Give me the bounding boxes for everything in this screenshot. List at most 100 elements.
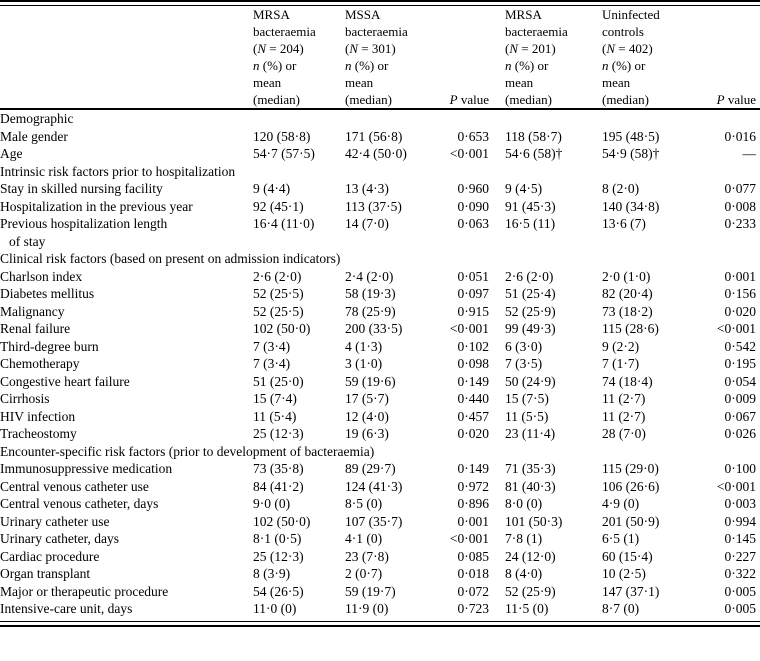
cell-value: 52 (25·9): [505, 303, 556, 319]
cell-value: 99 (49·3): [505, 321, 556, 336]
cell-value: 7 (3·5): [505, 356, 543, 371]
cell-value: 92 (45·1): [253, 198, 304, 214]
cell-value: 0·026: [724, 426, 757, 441]
row-label: Charlson index: [0, 268, 83, 284]
cell-value: 71 (35·3): [505, 461, 556, 476]
cell-value: 0·322: [724, 566, 757, 581]
cell-value: 51 (25·4): [505, 286, 556, 301]
table-row: Stay in skilled nursing facility 9 (4·4) 1…: [0, 180, 760, 198]
cell-value: 120 (58·8): [253, 128, 311, 144]
cell-value: 0·723: [457, 601, 490, 616]
table-bottom-rule-thin: [0, 620, 760, 622]
cell-value: 9 (4·5): [505, 181, 543, 196]
cell-value: 52 (25·5): [253, 286, 304, 301]
cell-value: 9·0 (0): [253, 496, 291, 511]
cell-value: 0·457: [457, 408, 490, 424]
cell-value: 0·077: [724, 181, 757, 196]
cell-value: 14 (7·0): [345, 216, 389, 231]
cell-value: 51 (25·0): [253, 373, 304, 389]
cell-value: 7 (3·4): [253, 356, 291, 371]
cell-value: 6·5 (1): [602, 531, 640, 546]
cell-value: 8 (4·0): [505, 566, 543, 581]
cell-value: 106 (26·6): [602, 478, 660, 494]
cell-value: <0·001: [716, 478, 756, 494]
cell-value: 0·009: [724, 391, 757, 406]
row-label: Cardiac procedure: [0, 548, 100, 564]
cell-value: 101 (50·3): [505, 513, 563, 529]
cell-value: 0·018: [457, 566, 490, 581]
column-header-p-value-1: P value: [442, 6, 505, 110]
cell-value: 54·6 (58)†: [505, 146, 563, 161]
risk-factor-table: MRSA bacteraemia (N = 204) n (%) or mean (med…: [0, 6, 760, 618]
table-row: Charlson index 2·6 (2·0) 2·4 (2·0) 0·051 2·6…: [0, 268, 760, 286]
row-label: Urinary catheter use: [0, 513, 110, 529]
cell-value: 4·1 (0): [345, 531, 383, 546]
cell-value: 6 (3·0): [505, 338, 543, 354]
cell-value: 118 (58·7): [505, 128, 562, 144]
row-label: Urinary catheter, days: [0, 531, 120, 546]
cell-value: 89 (29·7): [345, 461, 396, 476]
table-row: Chemotherapy 7 (3·4) 3 (1·0) 0·098 7 (3·5) 7 …: [0, 355, 760, 373]
row-label: Stay in skilled nursing facility: [0, 181, 163, 196]
cell-value: 16·4 (11·0): [253, 216, 315, 231]
table-top-rule-thin: [0, 5, 760, 6]
cell-value: 0·102: [457, 338, 490, 354]
section-header-row: Demographic: [0, 109, 760, 128]
section-title: Clinical risk factors (based on present …: [0, 251, 341, 266]
table-row: Male gender 120 (58·8) 171 (56·8) 0·653 118 …: [0, 128, 760, 146]
cell-value: 0·149: [457, 461, 490, 476]
cell-value: 0·016: [724, 128, 757, 144]
cell-value: 0·051: [457, 268, 490, 284]
cell-value: 0·100: [724, 461, 757, 476]
cell-value: 0·054: [724, 373, 757, 389]
table-row: Cardiac procedure 25 (12·3) 23 (7·8) 0·085 2…: [0, 548, 760, 566]
section-header-row: Intrinsic risk factors prior to hospital…: [0, 163, 760, 181]
table-row: Tracheostomy 25 (12·3) 19 (6·3) 0·020 23 (11…: [0, 425, 760, 443]
cell-value: 10 (2·5): [602, 566, 646, 581]
cell-value: 78 (25·9): [345, 303, 396, 319]
column-header-mrsa-bacteraemia-204: MRSA bacteraemia (N = 204) n (%) or mean (med…: [253, 6, 345, 110]
row-label-continuation: of stay: [9, 233, 46, 249]
cell-value: 8·5 (0): [345, 496, 383, 511]
column-header-p-value-2: P value: [705, 6, 760, 110]
table-row: HIV infection 11 (5·4) 12 (4·0) 0·457 11 (5·…: [0, 408, 760, 426]
cell-value: <0·001: [716, 321, 756, 336]
row-label: Major or therapeutic procedure: [0, 583, 169, 599]
cell-value: 0·440: [457, 391, 490, 406]
cell-value: 0·005: [724, 601, 757, 616]
header-row: MRSA bacteraemia (N = 204) n (%) or mean (med…: [0, 6, 760, 110]
row-label: Hospitalization in the previous year: [0, 198, 193, 214]
cell-value: 8·7 (0): [602, 601, 640, 616]
table-row: Third-degree burn 7 (3·4) 4 (1·3) 0·102 6 (3…: [0, 338, 760, 356]
row-label: Diabetes mellitus: [0, 286, 95, 301]
cell-value: 58 (19·3): [345, 286, 396, 301]
column-header-mrsa-bacteraemia-201: MRSA bacteraemia (N = 201) n (%) or mean (med…: [505, 6, 602, 110]
cell-value: 195 (48·5): [602, 128, 660, 144]
cell-value: 0·149: [457, 373, 490, 389]
cell-value: 147 (37·1): [602, 583, 660, 599]
cell-value: 23 (7·8): [345, 548, 389, 564]
section-title: Intrinsic risk factors prior to hospital…: [0, 163, 236, 179]
cell-value: 8·1 (0·5): [253, 531, 302, 546]
cell-value: 3 (1·0): [345, 356, 383, 371]
cell-value: 59 (19·7): [345, 583, 396, 599]
row-label: Central venous catheter, days: [0, 496, 159, 511]
cell-value: 124 (41·3): [345, 478, 403, 494]
row-label: Cirrhosis: [0, 391, 50, 406]
cell-value: 11·5 (0): [505, 601, 549, 616]
table-row: Central venous catheter use 84 (41·2) 124 …: [0, 478, 760, 496]
cell-value: 54 (26·5): [253, 583, 304, 599]
cell-value: 50 (24·9): [505, 373, 556, 389]
cell-value: 0·960: [457, 181, 490, 196]
cell-value: 0·156: [724, 286, 757, 301]
table-bottom-rule-thick: [0, 624, 760, 627]
row-label: Chemotherapy: [0, 356, 80, 371]
table-row: Urinary catheter use 102 (50·0) 107 (35·7)…: [0, 513, 760, 531]
table-row: Hospitalization in the previous year 92 (…: [0, 198, 760, 216]
column-header-uninfected-controls-402: Uninfected controls (N = 402) n (%) or mean(…: [602, 6, 705, 110]
cell-value: 0·005: [724, 583, 757, 599]
cell-value: 107 (35·7): [345, 513, 403, 529]
cell-value: 54·7 (57·5): [253, 146, 315, 161]
cell-value: 0·994: [724, 513, 757, 529]
